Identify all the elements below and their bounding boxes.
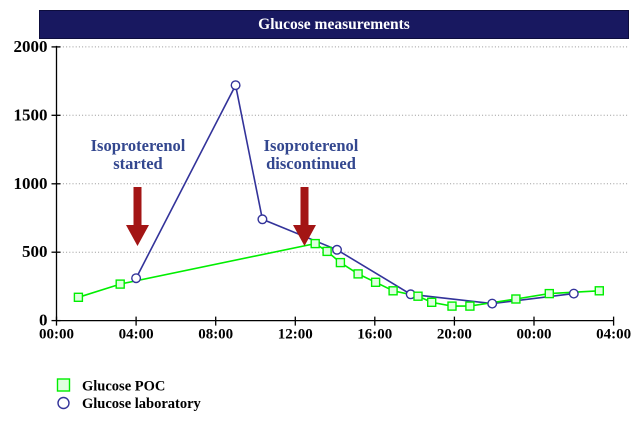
svg-text:1000: 1000 <box>14 174 48 193</box>
svg-text:2000: 2000 <box>14 37 48 56</box>
svg-text:Glucose POC: Glucose POC <box>82 379 165 395</box>
svg-text:04:00: 04:00 <box>596 327 631 343</box>
svg-text:20:00: 20:00 <box>437 327 472 343</box>
svg-text:04:00: 04:00 <box>119 327 154 343</box>
svg-text:Glucose laboratory: Glucose laboratory <box>82 396 202 412</box>
svg-text:Isoproterenol: Isoproterenol <box>91 136 186 155</box>
svg-text:08:00: 08:00 <box>198 327 233 343</box>
svg-text:12:00: 12:00 <box>278 327 313 343</box>
svg-text:started: started <box>113 154 162 173</box>
svg-text:Isoproterenol: Isoproterenol <box>264 136 359 155</box>
svg-text:1500: 1500 <box>14 105 48 124</box>
svg-text:500: 500 <box>22 242 48 261</box>
svg-text:00:00: 00:00 <box>517 327 552 343</box>
svg-text:16:00: 16:00 <box>357 327 392 343</box>
svg-text:00:00: 00:00 <box>39 327 74 343</box>
svg-text:discontinued: discontinued <box>266 154 356 173</box>
